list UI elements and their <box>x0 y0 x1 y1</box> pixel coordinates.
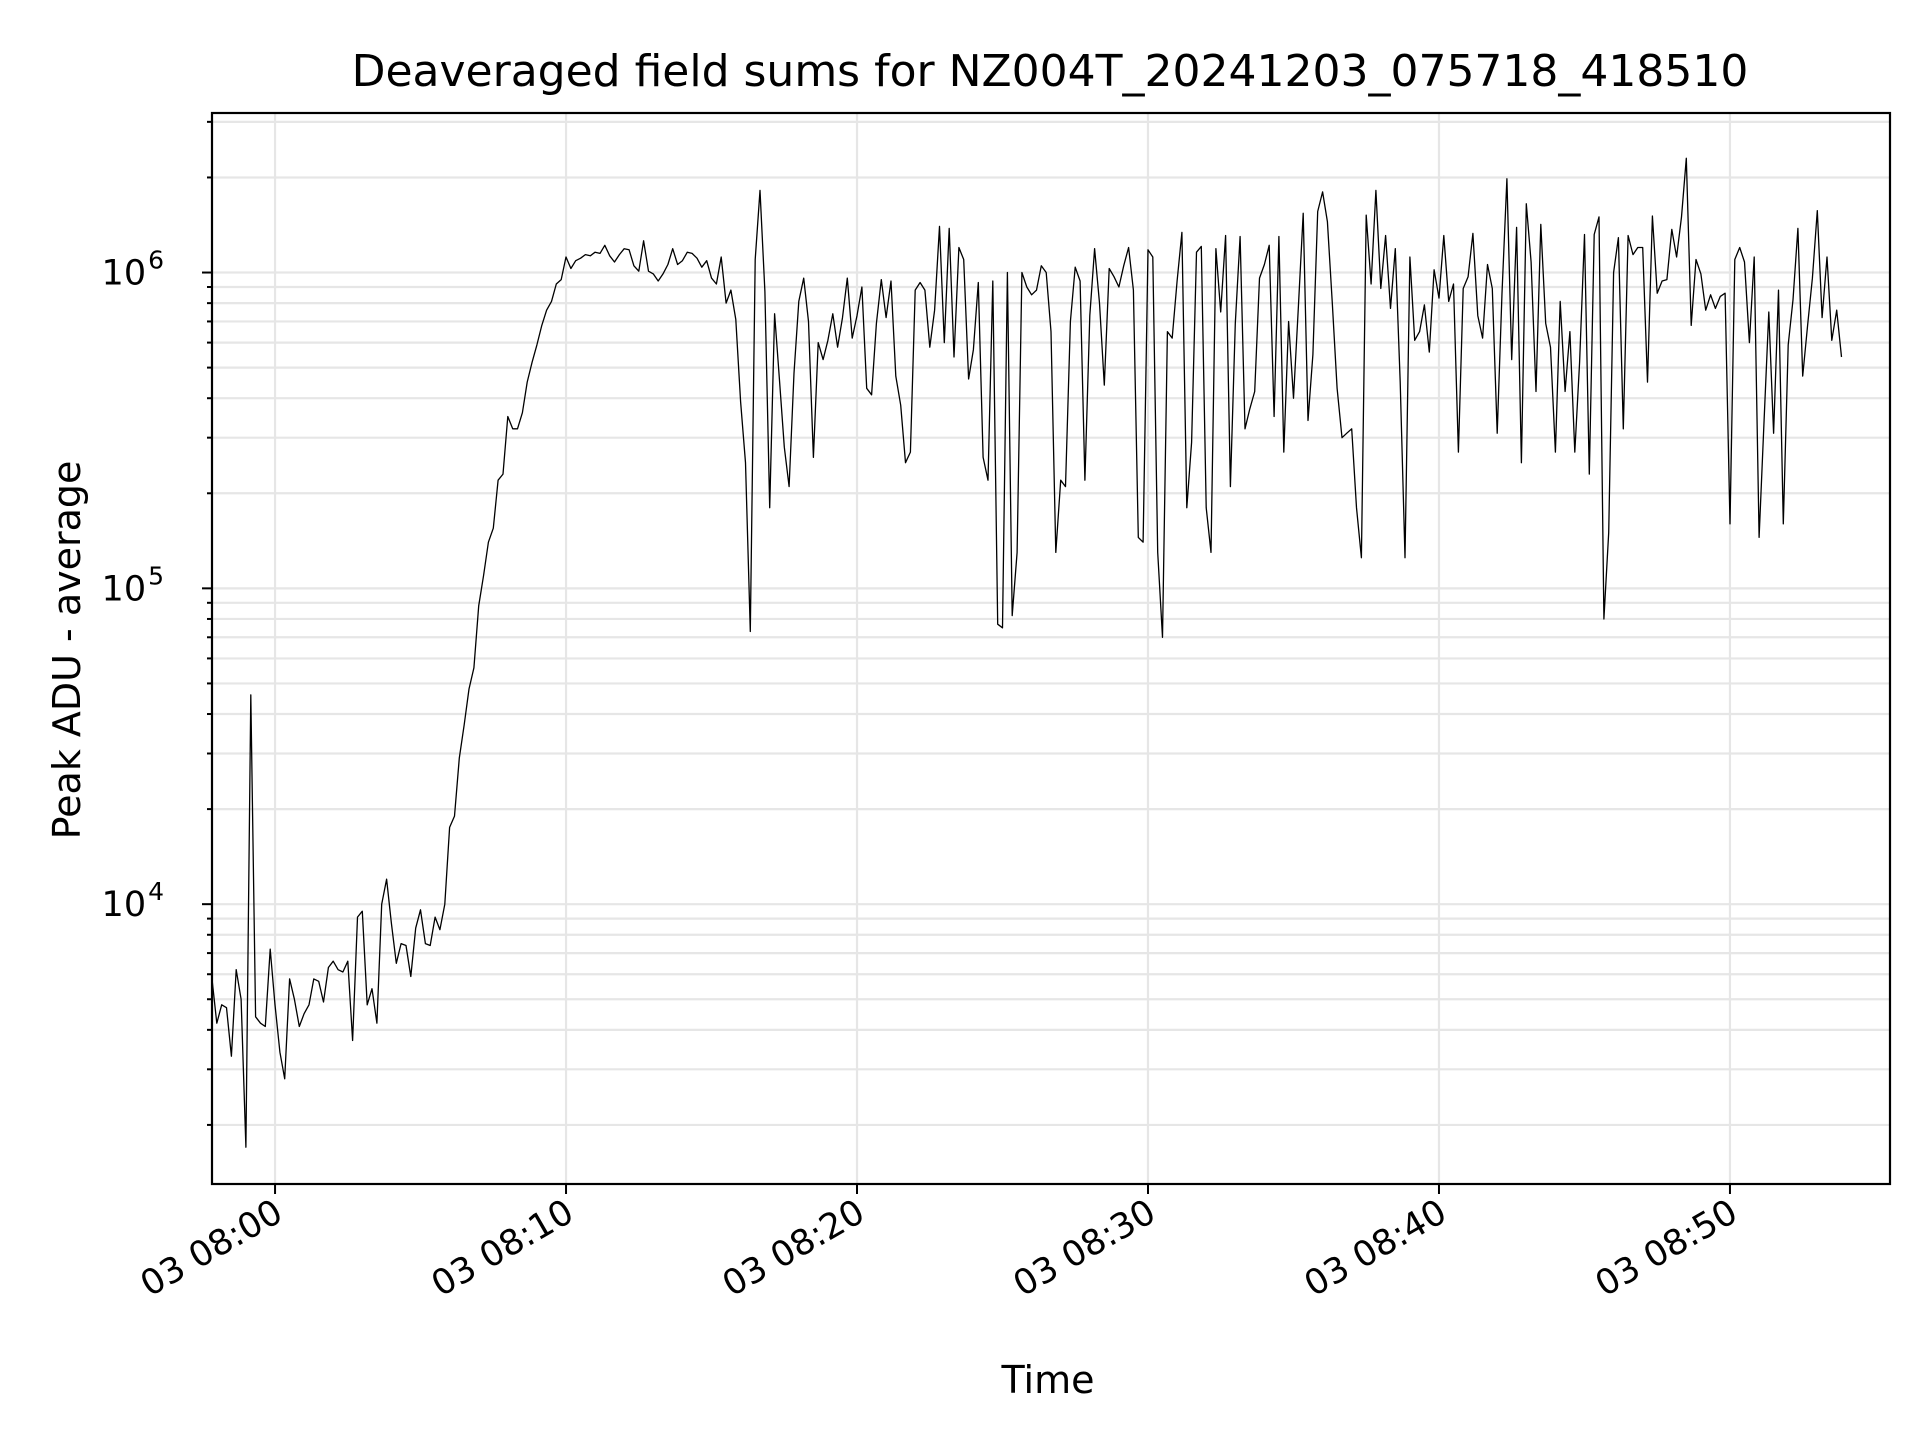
plot-frame <box>210 111 1892 1186</box>
x-tick-label: 03 08:50 <box>1589 1192 1745 1305</box>
chart-title: Deaveraged field sums for NZ004T_2024120… <box>352 46 1749 97</box>
y-tick-label: 104 <box>102 877 164 925</box>
x-tick-label: 03 08:20 <box>716 1192 872 1305</box>
y-tick-label: 106 <box>102 246 164 294</box>
series-layer <box>212 157 1843 1148</box>
y-tick-label: 105 <box>102 561 164 609</box>
x-tick-label: 03 08:30 <box>1007 1192 1163 1305</box>
grid-lines <box>212 113 1890 1184</box>
x-axis-label: Time <box>1001 1358 1095 1402</box>
x-tick-label: 03 08:40 <box>1298 1192 1454 1305</box>
y-axis-label: Peak ADU - average <box>45 461 89 840</box>
x-tick-label: 03 08:00 <box>134 1192 290 1305</box>
series-line-peak-adu <box>212 157 1843 1148</box>
x-tick-label: 03 08:10 <box>425 1192 581 1305</box>
